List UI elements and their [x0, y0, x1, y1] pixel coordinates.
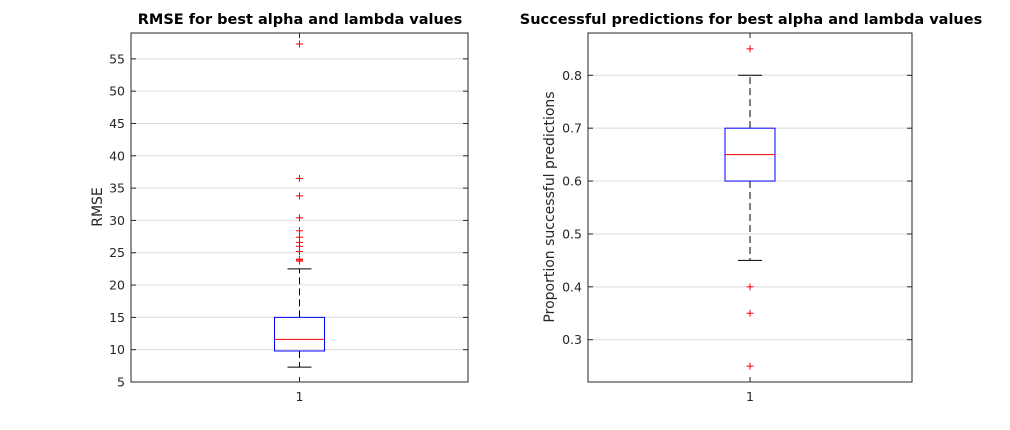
x-tick-label: 1 — [746, 389, 754, 404]
rmse-boxplot-panel: RMSE for best alpha and lambda values RM… — [90, 12, 469, 404]
y-axis-label: RMSE — [90, 187, 106, 227]
y-tick-label: 45 — [109, 116, 125, 131]
y-tick-label: 30 — [109, 213, 125, 228]
outlier-point — [746, 45, 754, 53]
y-axis-label: Proportion successful predictions — [542, 91, 558, 322]
chart-title: Successful predictions for best alpha an… — [520, 12, 982, 28]
y-tick-label: 20 — [109, 278, 125, 293]
chart-title: RMSE for best alpha and lambda values — [138, 12, 463, 28]
iqr-box — [274, 316, 325, 352]
y-tick-label: 5 — [117, 375, 125, 390]
y-tick-label: 35 — [109, 181, 125, 196]
y-tick-label: 0.7 — [562, 121, 582, 136]
y-tick-label: 15 — [109, 310, 125, 325]
outlier-point — [746, 309, 754, 317]
success-boxplot-panel: Successful predictions for best alpha an… — [520, 12, 982, 404]
y-tick-label: 0.8 — [562, 68, 582, 83]
outlier-point — [296, 214, 303, 222]
y-tick-label: 0.6 — [562, 174, 582, 189]
outlier-point — [296, 227, 303, 235]
y-tick-label: 55 — [109, 51, 125, 66]
y-tick-label: 50 — [109, 84, 125, 99]
y-tick-label: 10 — [109, 342, 125, 357]
axes-frame — [587, 32, 913, 383]
y-tick-label: 0.5 — [562, 226, 582, 241]
outlier-point — [746, 362, 754, 370]
outlier-point — [296, 192, 303, 200]
y-tick-label: 25 — [109, 245, 125, 260]
y-tick-label: 0.3 — [562, 332, 582, 347]
outlier-point — [296, 174, 303, 182]
outlier-point — [746, 283, 754, 291]
x-tick-label: 1 — [296, 389, 304, 404]
outlier-point — [296, 255, 303, 263]
outlier-point — [296, 40, 303, 48]
y-tick-label: 0.4 — [562, 279, 582, 294]
y-tick-label: 40 — [109, 148, 125, 163]
axes-frame — [130, 32, 469, 383]
outlier-point — [296, 233, 303, 241]
